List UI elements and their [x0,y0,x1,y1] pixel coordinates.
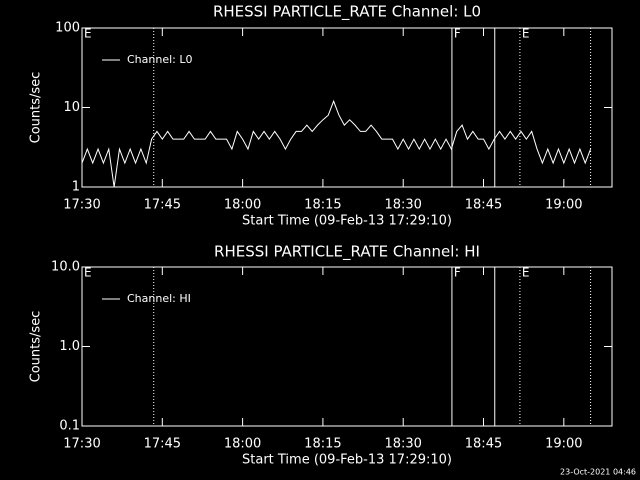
x-tick-label: 18:15 [304,198,341,213]
y-tick-label: 10.0 [51,260,80,275]
chart-title: RHESSI PARTICLE_RATE Channel: HI [214,243,480,262]
flag-label: F [454,27,461,41]
flag-label: E [522,27,530,41]
flag-label: E [522,266,530,280]
x-tick-label: 17:45 [144,198,181,213]
y-axis-label: Counts/sec [29,72,44,144]
y-axis-label: Counts/sec [29,311,44,383]
plot-frame [81,266,613,427]
x-tick-label: 17:45 [144,437,181,452]
x-axis-label: Start Time (09-Feb-13 17:29:10) [242,214,452,229]
y-tick-label: 100 [55,21,80,36]
x-tick-label: 17:30 [63,437,100,452]
flag-label: F [454,266,461,280]
legend-label: Channel: HI [127,292,191,305]
y-tick-label: 10 [63,100,80,115]
flag-label: E [84,266,92,280]
x-tick-label: 17:30 [63,198,100,213]
x-tick-label: 18:30 [384,198,421,213]
x-tick-label: 18:00 [224,198,261,213]
data-line [81,99,592,188]
x-tick-label: 18:45 [465,437,502,452]
y-tick-label: 1.0 [59,339,80,354]
x-tick-label: 18:45 [465,198,502,213]
chart-title: RHESSI PARTICLE_RATE Channel: L0 [213,3,481,22]
x-tick-label: 19:00 [545,437,582,452]
flag-label: E [84,27,92,41]
y-tick-label: 1 [72,180,80,195]
legend-label: Channel: L0 [127,53,193,66]
x-tick-label: 18:15 [304,437,341,452]
y-tick-label: 0.1 [59,419,80,434]
x-axis-label: Start Time (09-Feb-13 17:29:10) [242,453,452,468]
x-tick-label: 18:30 [384,437,421,452]
plot-frame [81,27,613,188]
x-tick-label: 19:00 [545,198,582,213]
x-tick-label: 18:00 [224,437,261,452]
footer: 23-Oct-2021 04:46 [560,468,636,477]
